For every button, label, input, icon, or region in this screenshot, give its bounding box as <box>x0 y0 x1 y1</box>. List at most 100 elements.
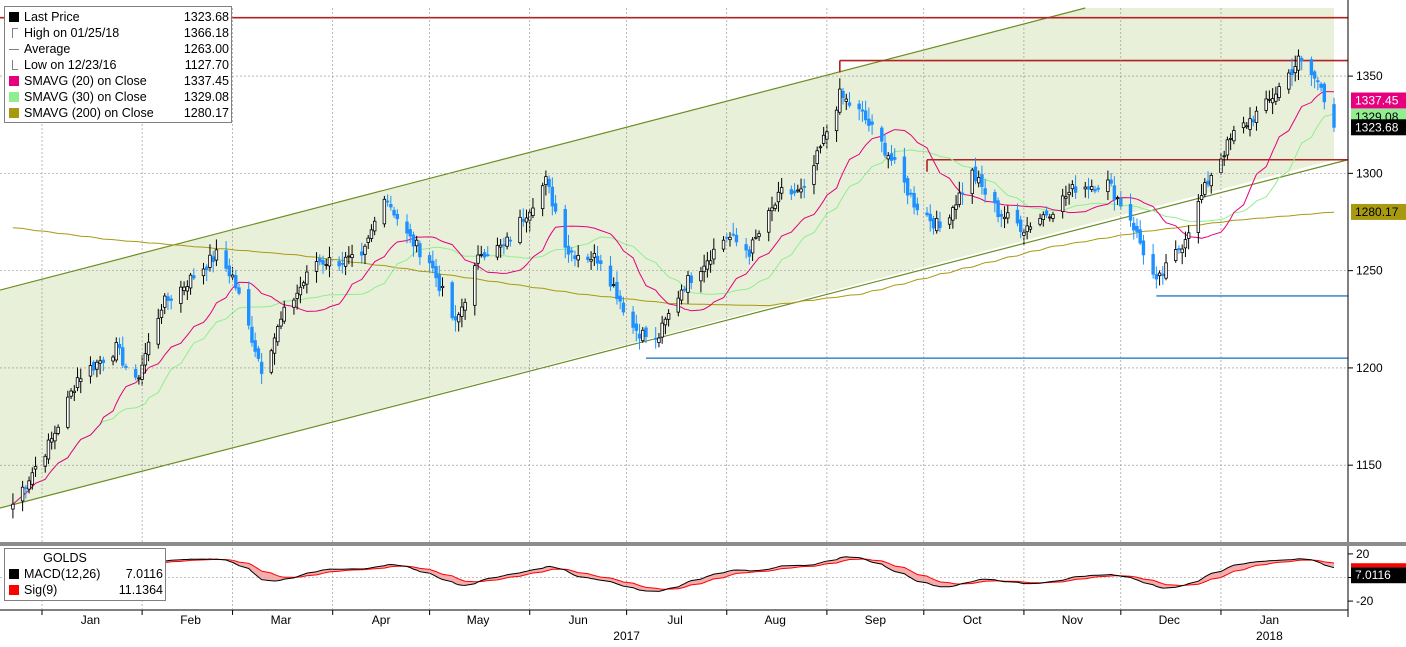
candle-body <box>1096 187 1100 190</box>
candle-body <box>1199 195 1204 201</box>
candle <box>586 253 590 263</box>
high-marker-icon <box>12 28 18 38</box>
candle-body <box>863 110 868 121</box>
candle-body <box>414 239 419 247</box>
candle <box>1015 203 1020 227</box>
candle <box>1264 90 1268 114</box>
candle-body <box>644 327 648 338</box>
candle <box>1154 266 1159 289</box>
candle-body <box>272 337 277 354</box>
candle <box>1196 194 1201 244</box>
candle-body <box>750 239 755 254</box>
candle <box>114 337 118 363</box>
candle <box>411 231 416 257</box>
x-month-label: Mar <box>271 613 292 627</box>
candle-body <box>30 472 35 485</box>
candle <box>566 234 571 263</box>
last-price-badge-bg <box>1351 119 1406 136</box>
candle <box>708 250 713 273</box>
candle <box>324 258 328 270</box>
candle <box>295 284 299 310</box>
candle <box>79 368 83 394</box>
candle <box>679 284 684 305</box>
candle-body <box>757 233 761 237</box>
candle <box>1225 136 1230 160</box>
candle <box>247 281 251 330</box>
candle-body <box>744 244 748 251</box>
candle <box>418 240 422 265</box>
candle <box>1041 211 1045 227</box>
candle <box>456 312 461 332</box>
legend-label: Last Price <box>24 10 80 24</box>
candle-body <box>1038 217 1042 225</box>
candle <box>1199 184 1204 204</box>
candle-body <box>1206 180 1210 185</box>
x-month-label: Oct <box>963 613 982 627</box>
candle-body <box>24 487 28 490</box>
candle <box>951 205 955 229</box>
candle-body <box>343 256 348 267</box>
candle <box>728 232 732 247</box>
candle <box>893 148 897 164</box>
candle <box>1038 213 1042 227</box>
candle-body <box>205 266 209 271</box>
candle <box>318 254 322 266</box>
candle-body <box>912 193 916 208</box>
candle-body <box>679 289 684 301</box>
candle <box>976 170 981 188</box>
candle-body <box>518 216 522 243</box>
candle <box>818 144 823 154</box>
candle-body <box>247 289 251 326</box>
candle-body <box>976 177 981 184</box>
candle-body <box>98 360 102 364</box>
candle <box>1135 218 1139 239</box>
candle <box>1177 245 1181 254</box>
legend-label: SMAVG (30) on Close <box>24 90 147 104</box>
candle-body <box>1154 274 1159 280</box>
candle-body <box>999 213 1004 217</box>
candle-body <box>1006 212 1010 219</box>
candle <box>1209 172 1213 194</box>
candle <box>347 246 351 265</box>
candle-body <box>563 209 567 248</box>
candle-body <box>931 218 936 229</box>
candle-body <box>292 299 296 308</box>
candle <box>1096 184 1100 193</box>
candle-body <box>498 244 503 248</box>
candle <box>644 325 648 344</box>
x-month-label: Jul <box>667 613 682 627</box>
candle-body <box>612 284 616 286</box>
candle <box>1064 185 1068 206</box>
panel-separator <box>0 542 1406 546</box>
candle <box>117 337 122 356</box>
candle <box>912 186 916 215</box>
candle <box>1067 183 1071 205</box>
last-price-badge-label: 1323.68 <box>1355 120 1399 134</box>
candle <box>641 327 645 343</box>
candle <box>1228 133 1233 151</box>
candle-body <box>75 377 80 388</box>
macd-y-tick-label: -20 <box>1356 594 1374 608</box>
candle <box>1332 97 1336 132</box>
sma200-badge-label: 1280.17 <box>1355 205 1399 219</box>
macd-legend: GOLDS MACD(12,26) 7.0116 Sig(9) 11.1364 <box>4 548 166 601</box>
candle <box>744 238 748 259</box>
candle <box>1274 86 1278 106</box>
candle-body <box>1086 186 1091 190</box>
legend-label: SMAVG (20) on Close <box>24 74 147 88</box>
candle-body <box>53 432 57 442</box>
candle-body <box>66 396 70 428</box>
candle <box>857 100 861 121</box>
candle <box>776 181 781 212</box>
macd-legend-value: 7.0116 <box>125 567 163 581</box>
candle <box>999 209 1004 228</box>
candle <box>1245 121 1249 130</box>
candle-body <box>847 102 852 106</box>
candle-body <box>324 264 328 266</box>
candle-body <box>893 157 897 160</box>
macd-badge: 7.0116 <box>1351 563 1406 584</box>
candle-body <box>1180 248 1184 254</box>
candle-body <box>779 187 784 194</box>
candle <box>925 207 929 217</box>
